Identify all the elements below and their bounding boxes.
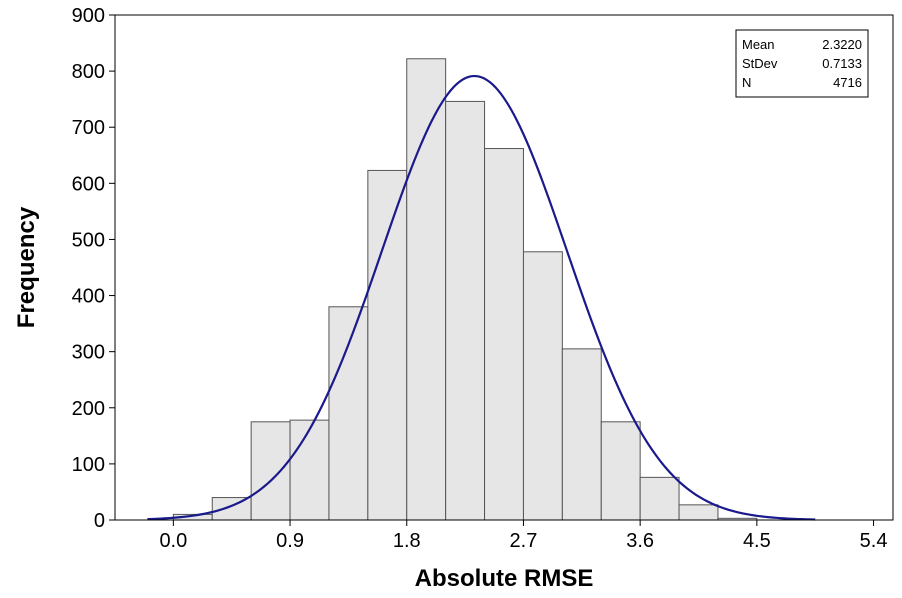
y-tick-label: 0 <box>94 510 105 532</box>
legend-stdev-value: 0.7133 <box>822 56 862 71</box>
x-tick-label: 5.4 <box>860 530 888 552</box>
x-axis: 0.0 0.9 1.8 2.7 3.6 4.5 5.4 <box>159 520 887 552</box>
histogram-bar-1 <box>211 497 252 521</box>
x-tick-label: 4.5 <box>743 530 771 552</box>
y-tick-label: 200 <box>72 398 105 420</box>
legend-stdev-label: StDev <box>742 56 778 71</box>
histogram-bar-2 <box>250 421 291 521</box>
x-axis-title: Absolute RMSE <box>415 565 594 592</box>
normal-fit-curve <box>147 74 816 521</box>
y-tick-label: 400 <box>72 286 105 308</box>
legend-n-label: N <box>742 75 751 90</box>
histogram-bar-6 <box>406 58 447 521</box>
legend-n-value: 4716 <box>833 75 862 90</box>
y-tick-label: 900 <box>72 5 105 27</box>
y-tick-label: 500 <box>72 229 105 251</box>
histogram-bar-4 <box>328 306 369 521</box>
legend-mean-label: Mean <box>742 37 775 52</box>
y-tick-label: 300 <box>72 342 105 364</box>
y-tick-label: 600 <box>72 173 105 195</box>
histogram-bar-9 <box>522 251 563 521</box>
histogram-bar-3 <box>289 419 330 521</box>
legend-box <box>735 29 869 98</box>
histogram-bar-11 <box>600 421 641 521</box>
y-axis: 0 100 200 300 400 500 600 700 800 900 <box>72 5 115 532</box>
y-axis-title: Frequency <box>13 206 40 328</box>
x-tick-label: 1.8 <box>393 530 421 552</box>
histogram-bar-13 <box>678 504 719 521</box>
histogram-bar-12 <box>639 476 680 521</box>
histogram-bar-7 <box>445 100 486 521</box>
histogram-bar-10 <box>561 348 602 521</box>
y-tick-label: 100 <box>72 454 105 476</box>
x-tick-label: 0.0 <box>159 530 187 552</box>
plot-area-frame <box>114 14 894 521</box>
x-tick-label: 0.9 <box>276 530 304 552</box>
y-tick-label: 800 <box>72 61 105 83</box>
legend-mean-value: 2.3220 <box>822 37 862 52</box>
y-tick-label: 700 <box>72 117 105 139</box>
stats-legend: Mean 2.3220 StDev 0.7133 N 4716 <box>735 29 869 98</box>
histogram-bar-5 <box>367 169 408 521</box>
x-tick-label: 3.6 <box>626 530 654 552</box>
x-tick-label: 2.7 <box>510 530 538 552</box>
histogram-bar-8 <box>484 148 524 521</box>
